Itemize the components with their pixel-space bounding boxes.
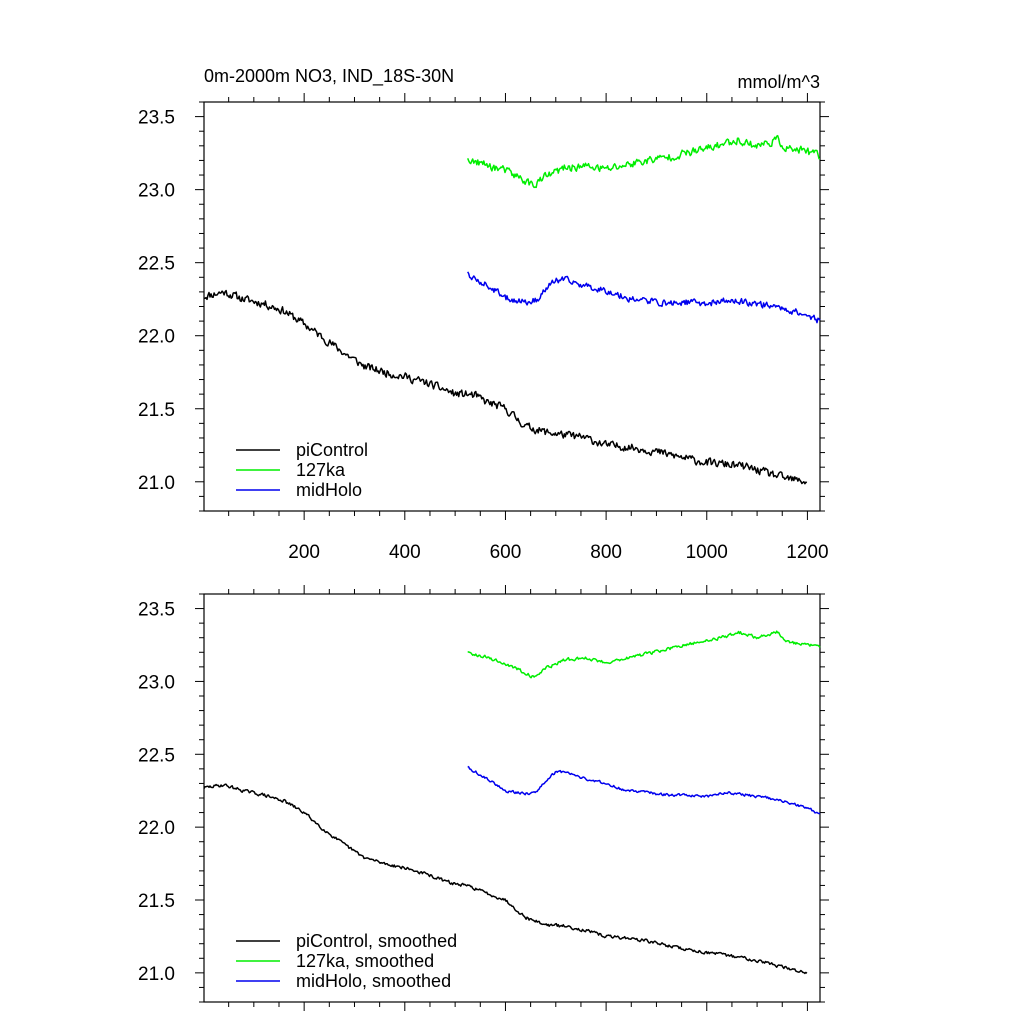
legend-label: piControl, smoothed	[296, 931, 457, 951]
x-tick-label: 400	[389, 542, 421, 563]
legend-label: midHolo	[296, 480, 362, 500]
bottom-panel: 21.0 21.5 22.0 22.5 23.0 23.5 piControl, smoot…	[138, 585, 829, 1011]
series-line-0	[203, 783, 808, 975]
legend-label: midHolo, smoothed	[296, 971, 451, 991]
x-tick-label: 200	[288, 542, 320, 563]
top-panel: 21.0 21.5 22.0 22.5 23.0 23.5 200 400 600 800 1000…	[138, 93, 829, 563]
y-tick-label: 23.0	[138, 181, 175, 202]
x-tick-label: 800	[590, 542, 622, 563]
y-tick-label: 22.0	[138, 327, 175, 348]
y-tick-label: 21.5	[138, 891, 175, 912]
y-tick-label: 21.0	[138, 964, 175, 985]
series-line-2	[467, 765, 821, 815]
x-tick-label: 1000	[686, 542, 728, 563]
units-label: mmol/m^3	[738, 72, 820, 92]
legend-label: 127ka, smoothed	[296, 951, 434, 971]
y-tick-label: 23.5	[138, 108, 175, 129]
chart-title: 0m-2000m NO3, IND_18S-30N	[204, 66, 454, 87]
y-tick-label: 21.0	[138, 473, 175, 494]
series-line-0	[203, 289, 808, 485]
y-tick-label: 22.5	[138, 254, 175, 275]
x-tick-label: 600	[490, 542, 522, 563]
x-tick-label: 1200	[786, 542, 828, 563]
y-tick-label: 22.0	[138, 818, 175, 839]
legend-label: 127ka	[296, 460, 346, 480]
y-tick-label: 22.5	[138, 745, 175, 766]
legend-label: piControl	[296, 440, 368, 460]
series-line-2	[467, 271, 821, 324]
y-tick-label: 21.5	[138, 400, 175, 421]
series-line-1	[467, 630, 821, 679]
series-line-1	[466, 134, 820, 189]
y-tick-label: 23.0	[138, 672, 175, 693]
y-tick-label: 23.5	[138, 600, 175, 621]
